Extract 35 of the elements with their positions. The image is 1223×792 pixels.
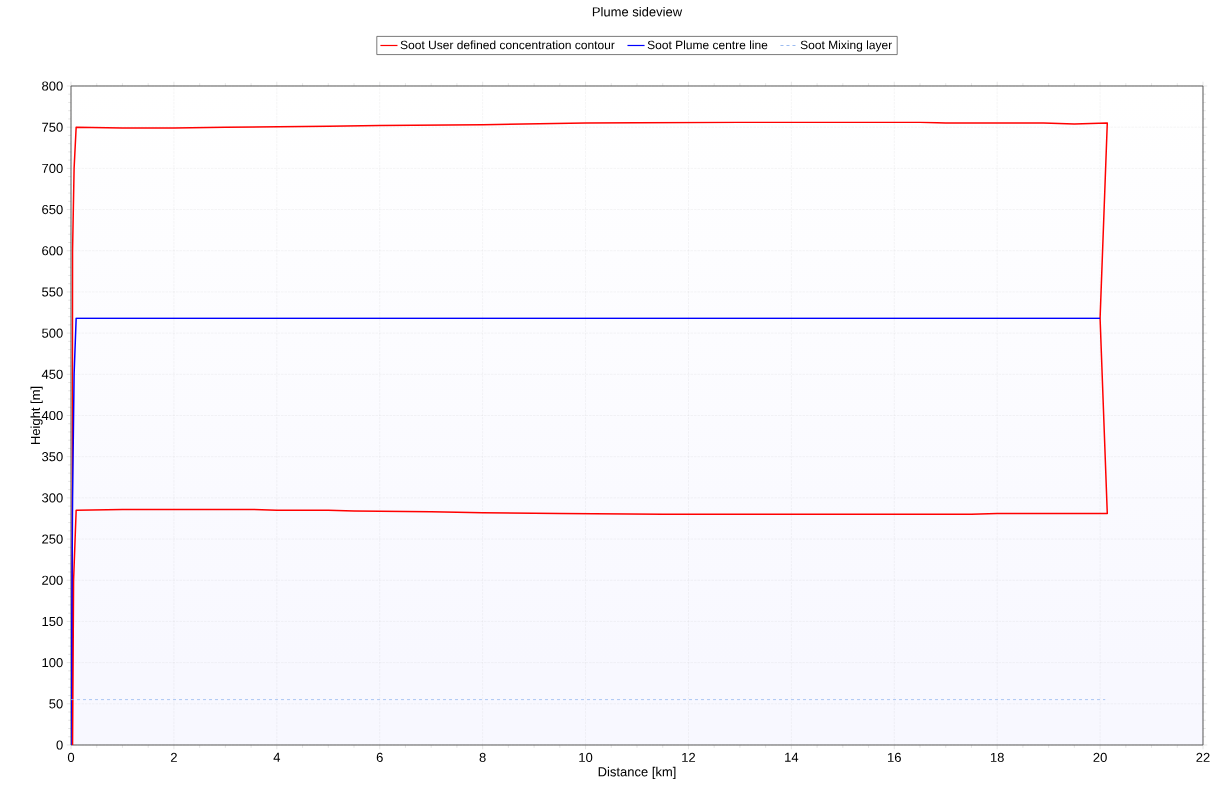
y-tick-label: 500 <box>42 328 63 338</box>
y-tick-label: 350 <box>42 452 63 462</box>
x-axis-title: Distance [km] <box>598 766 676 779</box>
y-tick-label: 450 <box>41 369 63 379</box>
y-tick-label: 750 <box>42 122 63 132</box>
y-tick-label: 800 <box>42 81 63 91</box>
y-tick-label: 100 <box>42 658 63 668</box>
x-tick-label: 22 <box>1196 752 1210 762</box>
x-tick-label: 20 <box>1093 752 1107 762</box>
y-tick-label: 0 <box>56 740 63 750</box>
chart-title: Plume sideview <box>592 6 683 17</box>
y-tick-label: 200 <box>42 575 63 585</box>
y-tick-label: 150 <box>42 616 63 627</box>
x-tick-label: 18 <box>990 752 1004 762</box>
legend-label: Soot Mixing layer <box>800 40 892 52</box>
legend-label: Soot User defined concentration contour <box>400 40 615 50</box>
y-tick-label: 700 <box>42 163 63 173</box>
x-tick-label: 2 <box>170 752 177 762</box>
y-tick-label: 600 <box>42 246 63 256</box>
x-tick-label: 16 <box>888 752 901 762</box>
x-tick-label: 8 <box>479 752 486 762</box>
y-axis-title: Height [m] <box>30 386 43 445</box>
x-tick-label: 14 <box>785 752 799 762</box>
y-tick-label: 550 <box>42 287 63 297</box>
x-tick-label: 0 <box>67 752 75 762</box>
y-tick-label: 50 <box>49 699 63 709</box>
x-tick-label: 6 <box>376 752 383 762</box>
x-tick-label: 4 <box>273 752 281 762</box>
x-tick-label: 12 <box>682 752 696 762</box>
x-tick-label: 10 <box>579 752 593 762</box>
y-tick-label: 650 <box>42 204 63 215</box>
y-tick-label: 400 <box>41 410 63 421</box>
legend-label: Soot Plume centre line <box>647 40 768 50</box>
y-tick-label: 250 <box>42 534 63 544</box>
y-tick-label: 300 <box>42 493 63 503</box>
